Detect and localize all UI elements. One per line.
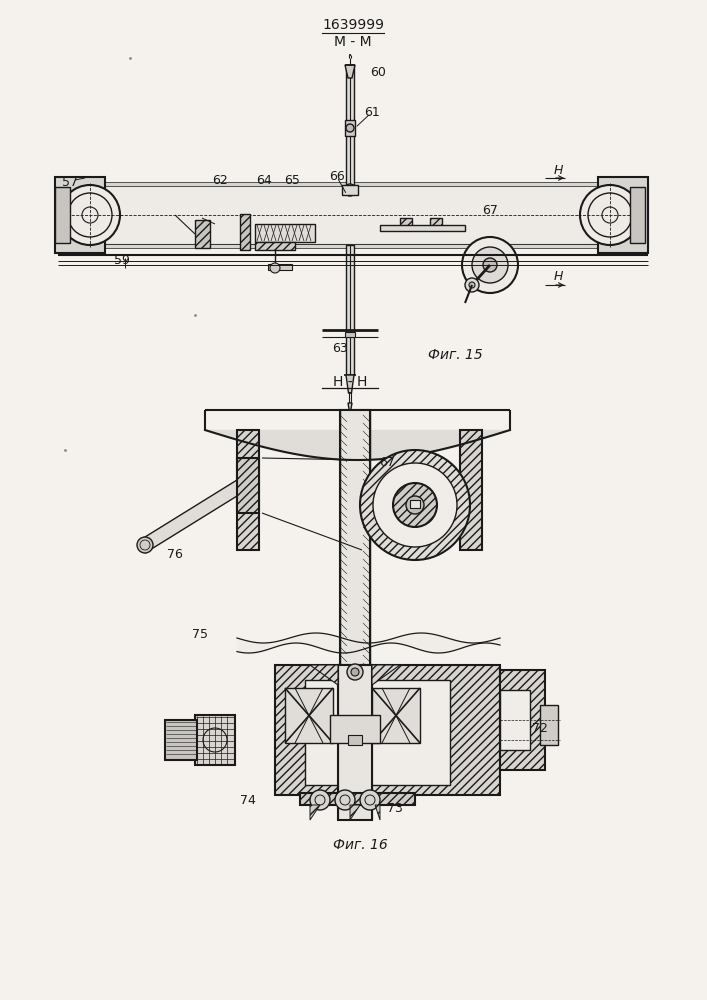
- Polygon shape: [346, 375, 354, 393]
- Text: 63: 63: [332, 342, 348, 355]
- Bar: [630, 187, 645, 243]
- Circle shape: [406, 496, 424, 514]
- Circle shape: [465, 278, 479, 292]
- Text: 60: 60: [370, 66, 386, 80]
- Circle shape: [310, 790, 330, 810]
- Circle shape: [580, 185, 640, 245]
- Text: 76: 76: [167, 548, 183, 562]
- Bar: [165, 720, 197, 760]
- Circle shape: [483, 258, 497, 272]
- Circle shape: [462, 237, 518, 293]
- Bar: [345, 120, 355, 136]
- Bar: [346, 245, 354, 375]
- Bar: [340, 410, 370, 750]
- Text: 72: 72: [532, 722, 548, 734]
- Bar: [195, 715, 235, 765]
- Polygon shape: [348, 403, 352, 415]
- Circle shape: [360, 790, 380, 810]
- Circle shape: [270, 263, 280, 273]
- Bar: [255, 242, 295, 250]
- Bar: [300, 793, 415, 805]
- Bar: [348, 735, 362, 745]
- Text: Н: Н: [554, 270, 563, 284]
- Bar: [400, 218, 412, 228]
- Text: 73: 73: [387, 802, 403, 814]
- Circle shape: [472, 247, 508, 283]
- Bar: [372, 688, 420, 743]
- Circle shape: [373, 463, 457, 547]
- Polygon shape: [145, 480, 237, 553]
- Polygon shape: [310, 665, 338, 685]
- Bar: [305, 680, 450, 785]
- Bar: [268, 264, 292, 270]
- Circle shape: [60, 185, 120, 245]
- Bar: [338, 665, 372, 820]
- Text: 62: 62: [212, 174, 228, 186]
- Text: 74: 74: [240, 794, 256, 806]
- Text: 64: 64: [256, 174, 272, 186]
- Bar: [55, 187, 70, 243]
- Text: 75: 75: [192, 629, 208, 642]
- Bar: [330, 715, 380, 743]
- Bar: [346, 65, 354, 185]
- Text: М - М: М - М: [334, 35, 372, 49]
- Text: Фиг. 15: Фиг. 15: [428, 348, 482, 362]
- Text: Н: Н: [554, 163, 563, 176]
- Circle shape: [335, 790, 355, 810]
- Bar: [237, 458, 259, 513]
- Text: 67: 67: [379, 456, 395, 468]
- Circle shape: [393, 483, 437, 527]
- Circle shape: [137, 537, 153, 553]
- Circle shape: [347, 664, 363, 680]
- Bar: [255, 224, 315, 242]
- Text: 61: 61: [364, 105, 380, 118]
- Text: 59: 59: [114, 253, 130, 266]
- Bar: [410, 500, 420, 508]
- Polygon shape: [345, 65, 355, 78]
- Bar: [380, 225, 465, 231]
- Polygon shape: [310, 805, 320, 820]
- Bar: [195, 220, 210, 248]
- Bar: [55, 177, 105, 253]
- Polygon shape: [375, 805, 380, 820]
- Bar: [460, 430, 482, 550]
- Polygon shape: [350, 805, 360, 820]
- Bar: [345, 332, 355, 337]
- Text: 1639999: 1639999: [322, 18, 384, 32]
- Bar: [500, 690, 530, 750]
- Text: 65: 65: [284, 174, 300, 186]
- Circle shape: [360, 450, 470, 560]
- Bar: [500, 670, 545, 770]
- Bar: [237, 430, 259, 550]
- Circle shape: [344, 184, 356, 196]
- Polygon shape: [372, 665, 400, 685]
- Bar: [275, 665, 500, 795]
- Bar: [540, 705, 558, 745]
- Bar: [430, 218, 442, 228]
- Circle shape: [351, 668, 359, 676]
- Bar: [598, 177, 648, 253]
- Bar: [285, 688, 333, 743]
- Text: 66: 66: [329, 169, 345, 182]
- Text: 67: 67: [482, 204, 498, 217]
- Bar: [342, 185, 358, 195]
- Circle shape: [469, 282, 475, 288]
- Bar: [58, 182, 648, 186]
- Text: 57: 57: [62, 176, 78, 190]
- Bar: [240, 214, 250, 250]
- Text: Н - Н: Н - Н: [333, 375, 367, 389]
- Circle shape: [346, 124, 354, 132]
- Text: Фиг. 16: Фиг. 16: [332, 838, 387, 852]
- Bar: [58, 244, 648, 248]
- Bar: [58, 185, 648, 245]
